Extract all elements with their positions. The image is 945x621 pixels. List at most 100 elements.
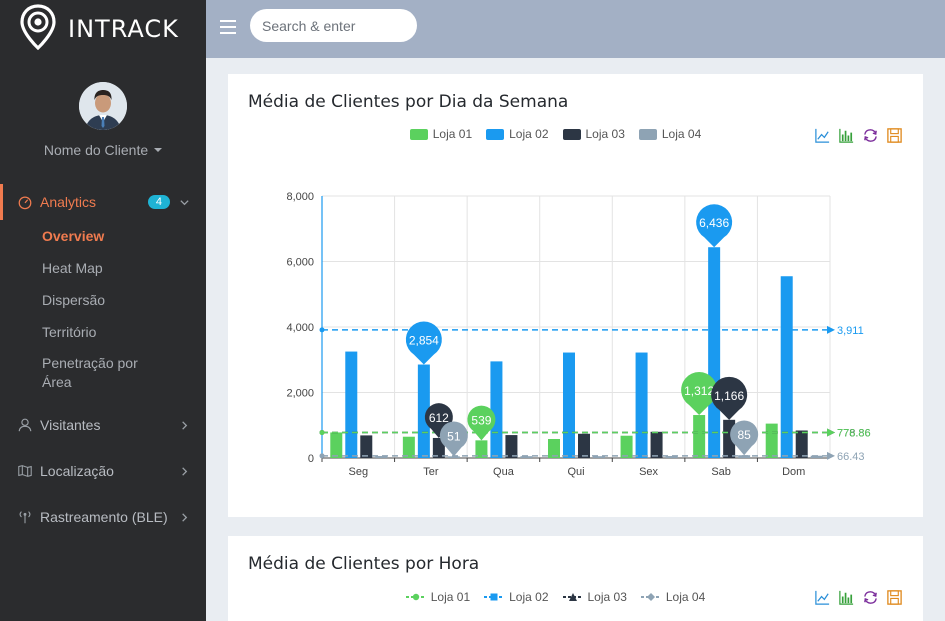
avatar[interactable]: [79, 82, 127, 130]
x-tick-label: Dom: [782, 466, 805, 478]
bar-loja-04: [738, 455, 751, 458]
sidebar-item-localizacao[interactable]: Localização: [0, 448, 206, 494]
bar-loja-01: [548, 439, 560, 458]
user-icon: [16, 416, 34, 434]
marker-pin: [681, 372, 718, 416]
brand-name: INTRACK: [68, 15, 179, 43]
bar-loja-04: [593, 456, 605, 458]
bar-chart-icon[interactable]: [837, 126, 855, 144]
bar-loja-04: [520, 456, 533, 458]
card-title: Média de Clientes por Dia da Semana: [248, 92, 569, 112]
marker-label: 612: [429, 411, 449, 425]
bar-loja-03: [505, 435, 518, 458]
top-bar: [206, 0, 945, 58]
average-line-start: [319, 430, 325, 436]
map-icon: [16, 462, 34, 480]
marker-label: 2,854: [409, 334, 439, 348]
average-line-arrow: [827, 325, 835, 334]
bar-loja-01: [330, 432, 343, 458]
location-pin-logo-icon: [20, 3, 56, 55]
bar-loja-02: [345, 351, 358, 458]
bar-loja-03: [578, 433, 590, 458]
average-line-start: [319, 453, 325, 459]
legend-item-loja-04[interactable]: Loja 04: [640, 590, 705, 604]
sidebar-item-visitantes[interactable]: Visitantes: [0, 402, 206, 448]
main-content: Média de Clientes por Dia da Semana Loja…: [206, 58, 945, 621]
average-line-start: [319, 327, 325, 333]
caret-down-icon: [154, 148, 163, 152]
brand[interactable]: INTRACK: [0, 0, 206, 58]
legend-item-loja-01[interactable]: Loja 01: [405, 590, 470, 604]
average-line-label: 778.86: [837, 427, 871, 439]
bar-loja-04: [375, 456, 388, 458]
y-tick-label: 4,000: [286, 322, 314, 334]
legend-item-loja-04[interactable]: Loja 04: [638, 127, 701, 141]
nav-lower: Visitantes Localização Rastreamento (BLE: [0, 402, 206, 540]
sidebar-item-label: Localização: [40, 463, 114, 479]
speedometer-icon: [16, 193, 34, 211]
bar-loja-04: [447, 456, 460, 458]
bar-loja-01: [475, 440, 488, 458]
legend-item-loja-03[interactable]: Loja 03: [562, 590, 627, 604]
chart-toolbox: [813, 588, 903, 606]
bar-loja-01: [693, 415, 706, 458]
card-title: Média de Clientes por Hora: [248, 554, 480, 574]
chart-card-by-weekday: Média de Clientes por Dia da Semana Loja…: [228, 74, 923, 517]
marker-pin: [711, 376, 748, 420]
marker-label: 6,436: [699, 216, 729, 230]
hamburger-menu-icon[interactable]: [220, 20, 236, 38]
submenu-item-heat-map[interactable]: Heat Map: [42, 260, 103, 276]
sidebar-item-analytics[interactable]: Analytics 4: [0, 184, 206, 220]
refresh-icon[interactable]: [861, 126, 879, 144]
y-tick-label: 2,000: [286, 388, 314, 400]
bar-loja-02: [780, 276, 793, 458]
average-line-arrow: [827, 428, 835, 437]
save-icon[interactable]: [885, 126, 903, 144]
submenu-item-penetracao[interactable]: Penetração por Área: [42, 355, 138, 390]
line-chart-icon[interactable]: [813, 126, 831, 144]
submenu-item-territorio[interactable]: Território: [42, 324, 97, 340]
refresh-icon[interactable]: [861, 588, 879, 606]
bar-loja-02: [490, 361, 503, 458]
search-input[interactable]: [250, 9, 417, 42]
bar-loja-01: [402, 436, 415, 458]
bar-loja-03: [432, 437, 445, 458]
marker-label: 539: [471, 413, 491, 427]
sidebar-item-label: Visitantes: [40, 417, 101, 433]
bar-loja-02: [417, 364, 430, 458]
bar-loja-02: [708, 247, 721, 458]
bar-loja-02: [635, 352, 648, 458]
save-icon[interactable]: [885, 588, 903, 606]
line-chart-icon[interactable]: [813, 588, 831, 606]
legend-item-loja-03[interactable]: Loja 03: [562, 127, 625, 141]
x-tick-label: Sex: [639, 466, 658, 478]
average-line-label: 3,911: [837, 325, 864, 337]
bar-loja-03: [650, 431, 663, 458]
y-tick-label: 8,000: [286, 191, 314, 203]
chart-toolbox: [813, 126, 903, 144]
bar-chart: 0 2,000 4,000 6,000 8,000 Seg Ter Qua Qui Sex Sab D…: [286, 191, 871, 478]
chevron-right-icon: [178, 420, 190, 431]
average-line-label: 66.43: [837, 451, 865, 463]
chevron-down-icon: [178, 197, 190, 208]
legend-item-loja-02[interactable]: Loja 02: [486, 127, 549, 141]
marker-pin: [730, 420, 759, 456]
submenu-item-overview[interactable]: Overview: [42, 228, 105, 244]
bar-loja-04: [665, 456, 678, 458]
bar-loja-01: [765, 423, 778, 458]
submenu-item-dispersao[interactable]: Dispersão: [42, 292, 106, 308]
bar-chart-icon[interactable]: [837, 588, 855, 606]
nav-menu: Analytics 4 Overview Heat Map Dispersão …: [0, 184, 206, 540]
marker-pin: [405, 321, 442, 365]
x-tick-label: Qua: [493, 466, 515, 478]
marker-label: 1,166: [714, 389, 744, 403]
sidebar-item-rastreamento[interactable]: Rastreamento (BLE): [0, 494, 206, 540]
user-menu[interactable]: Nome do Cliente: [44, 142, 163, 158]
bar-loja-03: [795, 430, 808, 458]
analytics-submenu: Overview Heat Map Dispersão Território P…: [0, 220, 206, 398]
marker-label: 51: [447, 429, 461, 443]
legend-item-loja-02[interactable]: Loja 02: [484, 590, 549, 604]
marker-label: 1,312: [684, 384, 714, 398]
bar-loja-01: [620, 435, 633, 458]
legend-item-loja-01[interactable]: Loja 01: [409, 127, 472, 141]
